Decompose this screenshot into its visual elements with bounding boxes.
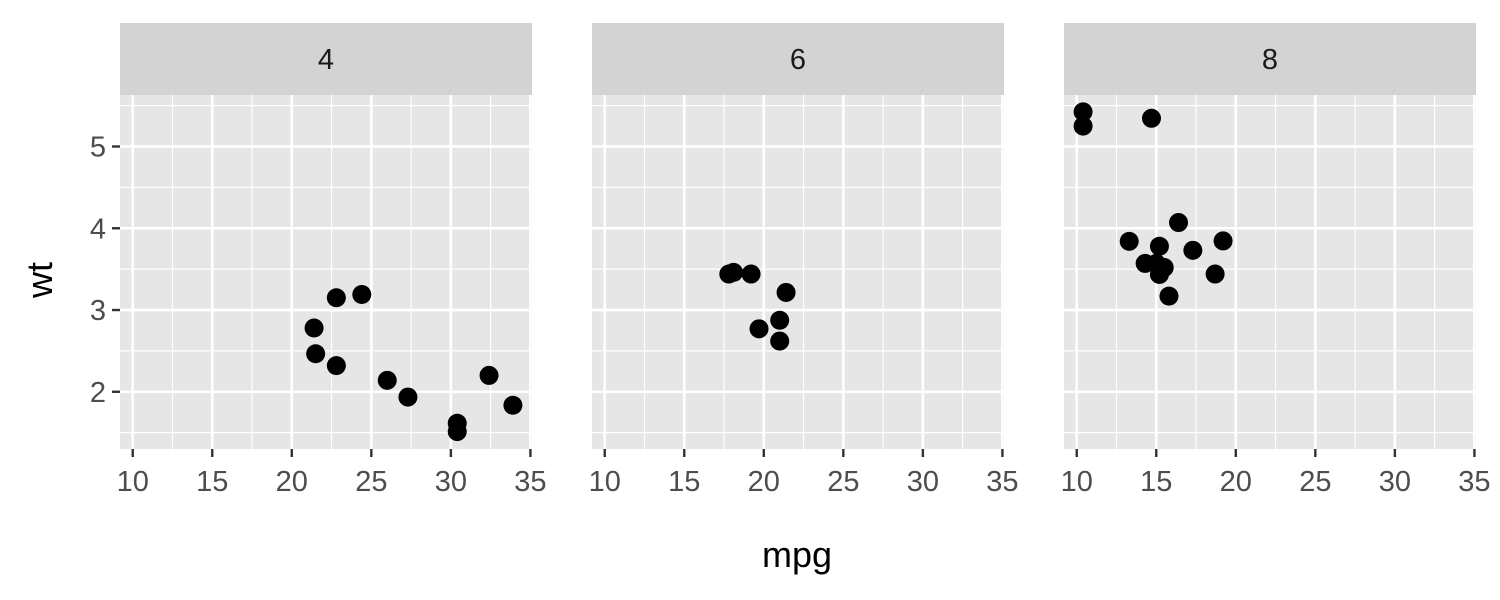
y-axis-title: wt xyxy=(19,262,60,299)
x-tick-label: 35 xyxy=(1458,466,1490,498)
y-tick-label: 3 xyxy=(90,295,106,327)
data-point xyxy=(306,344,326,364)
x-tick-label: 25 xyxy=(355,466,387,498)
data-point xyxy=(719,264,739,284)
x-tick-label: 25 xyxy=(1299,466,1331,498)
data-point xyxy=(1205,264,1225,284)
x-tick-label: 35 xyxy=(986,466,1018,498)
data-point xyxy=(398,387,418,407)
y-tick-label: 5 xyxy=(90,132,106,164)
x-tick-label: 10 xyxy=(117,466,149,498)
data-point xyxy=(1149,236,1169,256)
data-point xyxy=(749,319,769,339)
data-point xyxy=(304,318,324,338)
data-point xyxy=(479,365,499,385)
panel-background xyxy=(120,95,532,449)
x-tick-label: 15 xyxy=(196,466,228,498)
x-tick-label: 20 xyxy=(276,466,308,498)
data-point xyxy=(770,310,790,330)
data-point xyxy=(1073,116,1093,136)
x-tick-label: 30 xyxy=(907,466,939,498)
data-point xyxy=(1213,231,1233,251)
facet-strip-label: 4 xyxy=(318,44,334,76)
panel-background xyxy=(1064,95,1476,449)
x-tick-label: 10 xyxy=(589,466,621,498)
x-tick-label: 30 xyxy=(1379,466,1411,498)
facet-panel-8: 8 10 15 20 25 30 35 xyxy=(1061,23,1491,498)
data-point xyxy=(1119,231,1139,251)
facet-strip xyxy=(1064,23,1476,95)
data-point xyxy=(1073,102,1093,122)
facet-panel-4: 4 10 15 20 25 30 35 xyxy=(117,23,547,498)
data-point xyxy=(1159,286,1179,306)
data-point xyxy=(326,288,346,308)
data-point xyxy=(741,264,761,284)
data-point xyxy=(770,331,790,351)
facet-strip xyxy=(592,23,1004,95)
data-point xyxy=(1183,240,1203,260)
y-tick-label: 4 xyxy=(90,213,106,245)
y-axis: 2 3 4 5 xyxy=(90,132,120,409)
x-tick-label: 25 xyxy=(827,466,859,498)
data-point xyxy=(1169,213,1189,233)
x-tick-label: 20 xyxy=(748,466,780,498)
facet-panel-6: 6 10 15 20 25 30 35 xyxy=(589,23,1019,498)
data-point xyxy=(776,282,796,302)
x-tick-label: 30 xyxy=(435,466,467,498)
x-tick-label: 15 xyxy=(668,466,700,498)
x-axis-title: mpg xyxy=(762,534,832,575)
y-tick-label: 2 xyxy=(90,377,106,409)
x-tick-label: 20 xyxy=(1220,466,1252,498)
data-point xyxy=(377,370,397,390)
data-point xyxy=(1141,108,1161,128)
facet-strip xyxy=(120,23,532,95)
data-point xyxy=(326,356,346,376)
data-point xyxy=(503,395,523,415)
x-tick-label: 35 xyxy=(514,466,546,498)
data-point xyxy=(352,284,372,304)
x-tick-label: 15 xyxy=(1140,466,1172,498)
facet-strip-label: 6 xyxy=(790,44,806,76)
panel-background xyxy=(592,95,1004,449)
facet-strip-label: 8 xyxy=(1262,44,1278,76)
x-tick-label: 10 xyxy=(1061,466,1093,498)
data-point xyxy=(1146,253,1166,273)
panels-layer: 4 10 15 20 25 30 35 6 10 15 20 25 30 35 8 10 15 20 25 30 35 xyxy=(117,23,1491,498)
data-point xyxy=(447,422,467,442)
